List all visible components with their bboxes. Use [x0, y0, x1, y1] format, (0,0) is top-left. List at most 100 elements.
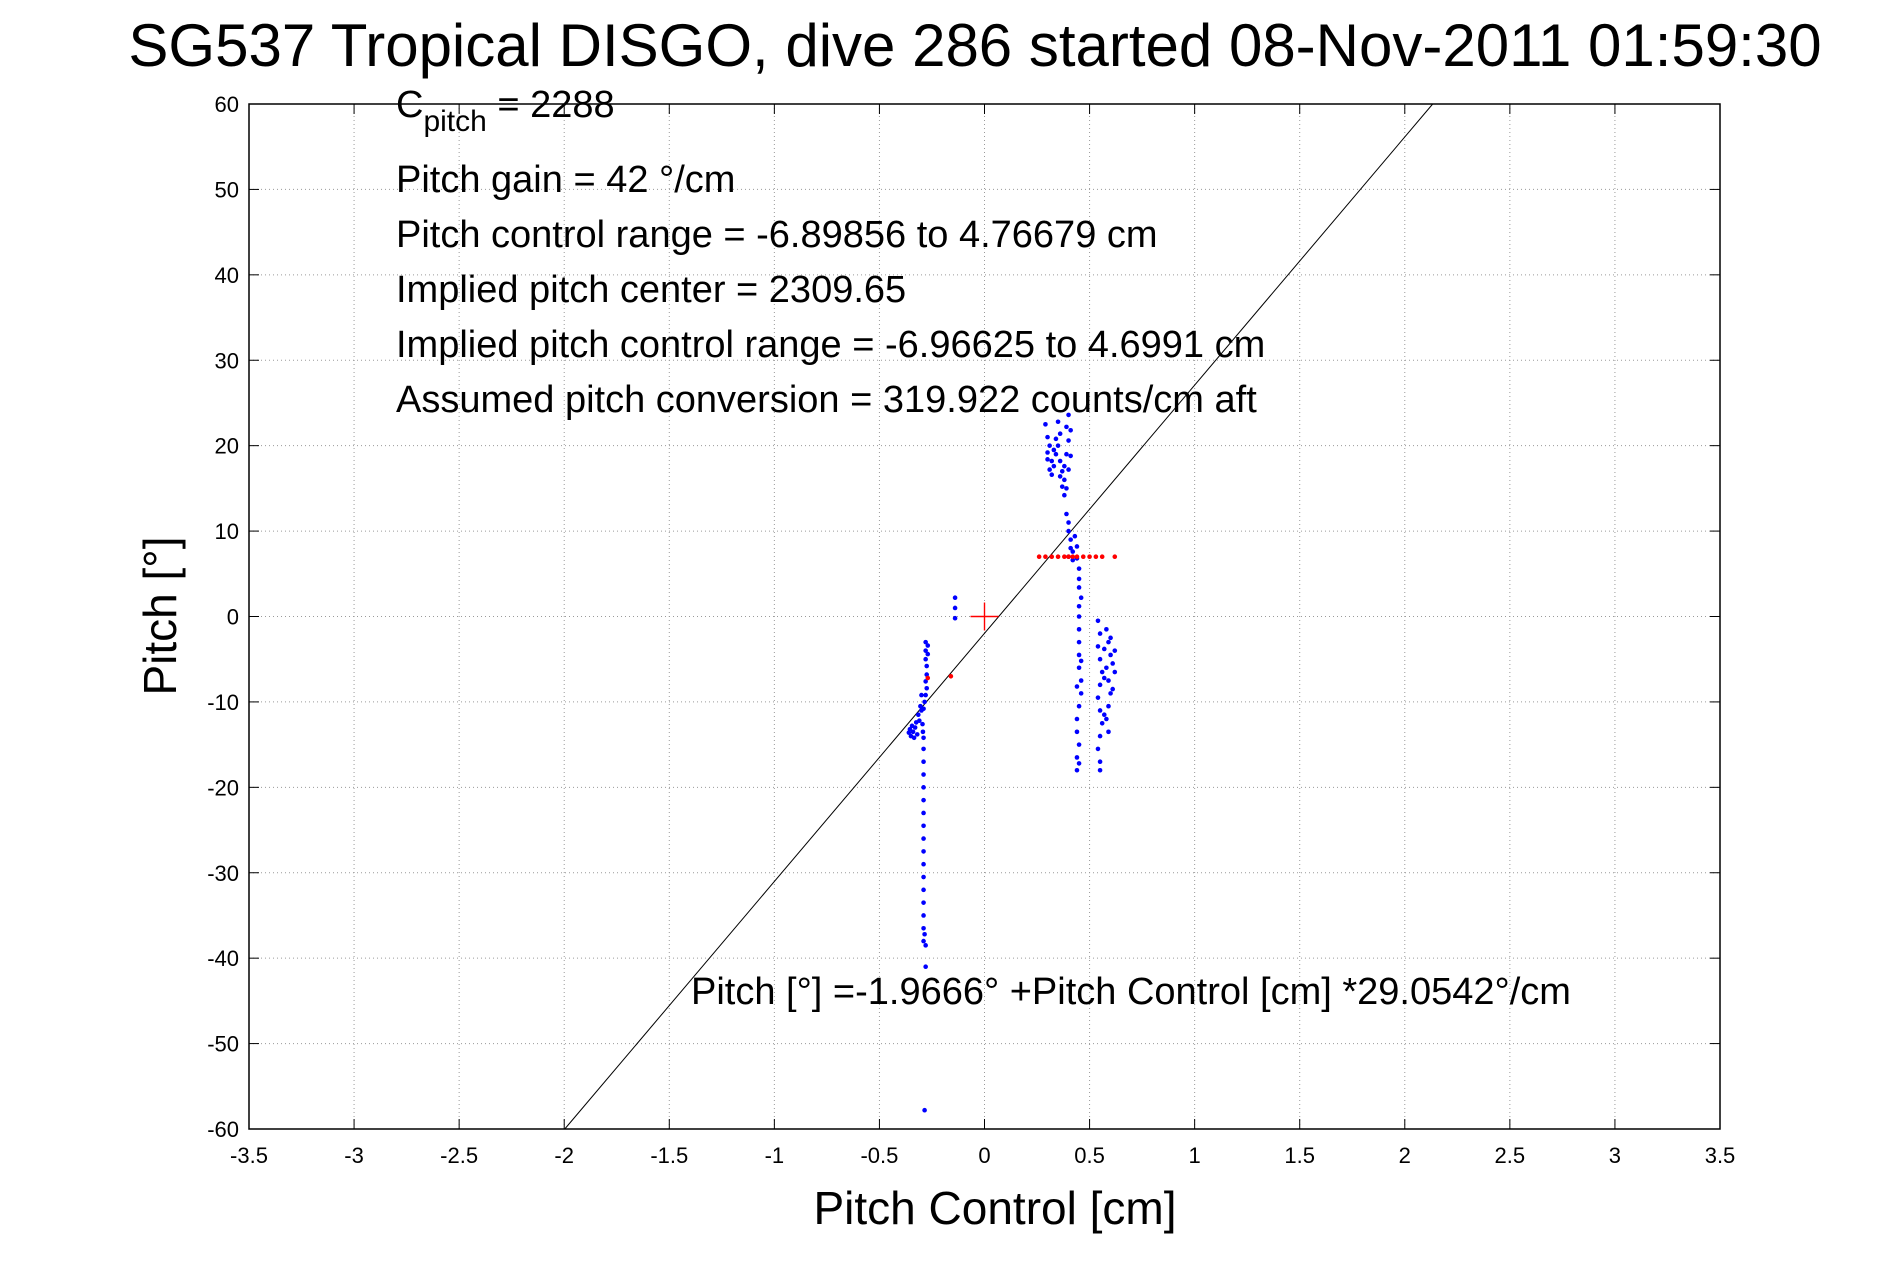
annotation-pitch-gain: Pitch gain = 42 °/cm: [396, 159, 735, 201]
data-point-blue: [1095, 618, 1101, 624]
data-point-red: [1062, 554, 1067, 560]
y-tick-label: 60: [215, 92, 239, 117]
data-point-blue: [1076, 742, 1082, 747]
data-point-red: [1043, 554, 1048, 560]
x-tick-label: -2: [554, 1143, 574, 1168]
data-point-blue: [1066, 528, 1071, 534]
data-point-blue: [1062, 463, 1067, 469]
x-tick-label: -1: [765, 1143, 785, 1168]
x-tick-label: 1: [1189, 1143, 1201, 1168]
data-point-blue: [1057, 431, 1063, 437]
data-point-blue: [1104, 627, 1109, 632]
data-point-blue: [1106, 703, 1111, 709]
data-point-blue: [921, 861, 926, 867]
x-tick-label: -1.5: [650, 1143, 688, 1168]
annotation-fit-equation: Pitch [°] =-1.9666° +Pitch Control [cm] …: [691, 971, 1571, 1013]
data-point-blue: [923, 656, 928, 662]
data-point-blue: [1066, 412, 1071, 418]
fit-line-layer: [564, 103, 1434, 1130]
annotation-cpitch: Cpitch = 2288: [396, 84, 615, 138]
data-point-blue: [921, 810, 926, 816]
data-point-blue: [1076, 761, 1082, 766]
data-point-blue: [1078, 595, 1084, 601]
data-point-blue: [1047, 467, 1052, 472]
data-point-blue: [921, 900, 926, 905]
data-point-blue: [1076, 627, 1082, 632]
data-point-blue: [924, 663, 930, 669]
y-tick-label: -30: [207, 861, 239, 886]
data-point-blue: [922, 1107, 927, 1113]
data-point-blue: [1053, 451, 1059, 457]
data-point-blue: [1101, 675, 1107, 681]
data-point-blue: [920, 729, 926, 735]
data-point-blue: [1097, 708, 1103, 713]
data-point-blue: [910, 729, 916, 735]
data-point-blue: [923, 679, 928, 684]
data-points: [906, 412, 1118, 1113]
data-point-blue: [921, 797, 926, 803]
data-point-blue: [925, 651, 931, 657]
data-point-blue: [921, 772, 926, 777]
data-point-blue: [1076, 703, 1082, 709]
data-point-blue: [921, 785, 926, 790]
data-point-blue: [1097, 767, 1103, 773]
x-tick-label: 2.5: [1495, 1143, 1526, 1168]
data-point-blue: [1045, 434, 1050, 440]
data-point-blue: [1108, 652, 1113, 658]
y-tick-label: -50: [207, 1032, 239, 1057]
y-tick-label: -20: [207, 775, 239, 800]
data-point-blue: [914, 732, 920, 737]
data-point-blue: [1076, 614, 1082, 619]
data-point-blue: [920, 721, 925, 727]
data-point-blue: [923, 943, 928, 948]
data-point-blue: [1104, 716, 1109, 722]
data-point-blue: [1074, 729, 1080, 735]
annotation-pitch-range: Pitch control range = -6.89856 to 4.7667…: [396, 214, 1158, 256]
data-point-blue: [1064, 424, 1069, 430]
data-point-blue: [1064, 451, 1069, 457]
data-point-blue: [1108, 691, 1113, 696]
data-point-blue: [1045, 450, 1050, 455]
svg-text:Cpitch = 2288: Cpitch = 2288: [396, 84, 615, 138]
data-point-blue: [1076, 639, 1082, 645]
data-point-blue: [1104, 665, 1109, 671]
data-point-blue: [921, 913, 926, 918]
data-point-blue: [1074, 767, 1080, 773]
data-point-blue: [1095, 644, 1101, 649]
y-tick-label: 10: [215, 519, 239, 544]
y-tick-label: 20: [215, 434, 239, 459]
y-axis-label: Pitch [°]: [134, 536, 186, 695]
data-point-blue: [1110, 661, 1115, 666]
data-point-blue: [925, 643, 931, 648]
cpitch-subscript: pitch: [423, 105, 486, 138]
x-tick-label: -3.5: [230, 1143, 268, 1168]
data-point-blue: [1066, 520, 1071, 525]
x-tick-label: 0.5: [1074, 1143, 1105, 1168]
data-point-red: [1093, 554, 1099, 560]
data-point-blue: [907, 726, 913, 732]
data-point-blue: [1057, 458, 1063, 464]
data-point-blue: [919, 692, 924, 698]
data-point-blue: [1051, 447, 1057, 453]
data-point-blue: [921, 849, 926, 854]
data-point-blue: [1064, 486, 1069, 491]
data-point-blue: [1099, 669, 1105, 675]
y-tick-label: -40: [207, 946, 239, 971]
axis-ticks: -3.5 -3 -2.5 -2 -1.5 -1 -0.5 0 0.5 1 1.5 2 2.5 3 3.5 -6…: [207, 92, 1735, 1168]
data-point-red: [1080, 554, 1086, 560]
data-point-red: [1049, 554, 1055, 560]
data-point-blue: [921, 823, 926, 829]
data-point-blue: [1099, 720, 1105, 726]
data-point-blue: [912, 725, 918, 730]
data-point-blue: [1059, 484, 1065, 489]
data-point-blue: [1053, 436, 1059, 442]
data-point-blue: [1074, 716, 1080, 722]
data-point-red: [1070, 554, 1076, 560]
data-point-blue: [1095, 746, 1101, 752]
data-point-blue: [1106, 729, 1111, 735]
data-point-red: [1036, 554, 1042, 560]
data-point-blue: [922, 931, 927, 937]
x-tick-label: 3: [1609, 1143, 1621, 1168]
data-point-red: [948, 673, 954, 679]
